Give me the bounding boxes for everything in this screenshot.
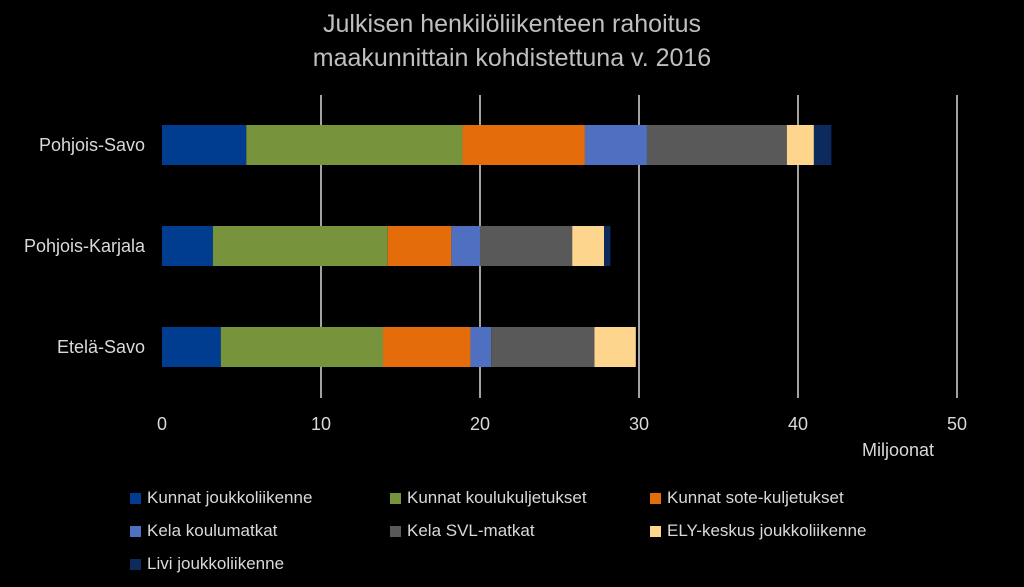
category-label-3: Etelä-Savo <box>57 337 145 357</box>
bar-2-series-5 <box>480 226 573 266</box>
bar-2-series-2 <box>212 226 388 266</box>
x-tick-label-30: 30 <box>629 414 649 434</box>
bar-1-series-6 <box>786 125 814 165</box>
bar-3-series-6 <box>594 327 636 367</box>
legend-item-3: Kunnat sote-kuljetukset <box>650 488 844 508</box>
legend-item-4: Kela koulumatkat <box>130 521 277 541</box>
legend-item-6: ELY-keskus joukkoliikenne <box>650 521 866 541</box>
chart-title-line-1: Julkisen henkilöliikenteen rahoitus <box>322 10 701 38</box>
legend-swatch <box>130 492 141 504</box>
legend-item-5: Kela SVL-matkat <box>390 521 535 541</box>
legend-swatch <box>390 492 401 504</box>
legend-item-2: Kunnat koulukuljetukset <box>390 488 587 508</box>
legend-swatch <box>650 492 661 504</box>
legend: Kunnat joukkoliikenne Kunnat koulukuljetu… <box>130 488 1010 580</box>
bar-2-series-4 <box>451 226 480 266</box>
x-tick-label-50: 50 <box>947 414 967 434</box>
legend-item-7: Livi joukkoliikenne <box>130 554 284 574</box>
bar-3-series-2 <box>220 327 384 367</box>
legend-label: Kunnat sote-kuljetukset <box>667 488 844 507</box>
category-label-1: Pohjois-Savo <box>39 135 145 155</box>
legend-label: Kela koulumatkat <box>147 521 278 540</box>
bar-2-series-1 <box>162 226 213 266</box>
legend-swatch <box>130 558 141 570</box>
legend-label: ELY-keskus joukkoliikenne <box>667 521 867 540</box>
bar-1-series-5 <box>646 125 787 165</box>
bar-2-series-3 <box>387 226 452 266</box>
x-tick-label-20: 20 <box>470 414 490 434</box>
legend-label: Kunnat koulukuljetukset <box>407 488 587 507</box>
bar-1-series-3 <box>462 125 585 165</box>
bar-2-series-6 <box>572 226 605 266</box>
x-tick-label-10: 10 <box>311 414 331 434</box>
x-tick-labels: 0 10 20 30 40 50 <box>157 414 967 434</box>
legend-label: Livi joukkoliikenne <box>147 554 285 573</box>
legend-label: Kunnat joukkoliikenne <box>147 488 313 507</box>
bar-1-series-7 <box>813 125 832 165</box>
legend-swatch <box>650 525 661 537</box>
bar-1-series-2 <box>246 125 463 165</box>
bars <box>162 125 832 367</box>
chart-title-line-2: maakunnittain kohdistettuna v. 2016 <box>312 44 712 72</box>
bar-3-series-1 <box>162 327 221 367</box>
bar-3-series-4 <box>470 327 492 367</box>
legend-item-1: Kunnat joukkoliikenne <box>130 488 312 508</box>
category-labels: Pohjois-Savo Pohjois-Karjala Etelä-Savo <box>24 135 146 357</box>
legend-label: Kela SVL-matkat <box>407 521 535 540</box>
x-tick-label-40: 40 <box>788 414 808 434</box>
legend-swatch <box>130 525 141 537</box>
bar-1-series-4 <box>584 125 647 165</box>
bar-2-series-7 <box>604 226 611 266</box>
category-label-2: Pohjois-Karjala <box>24 236 146 256</box>
x-tick-label-0: 0 <box>157 414 167 434</box>
bar-3-series-5 <box>491 327 595 367</box>
bar-1-series-1 <box>162 125 247 165</box>
bar-3-series-3 <box>383 327 471 367</box>
x-axis-label: Miljoonat <box>862 440 935 460</box>
legend-swatch <box>390 525 401 537</box>
